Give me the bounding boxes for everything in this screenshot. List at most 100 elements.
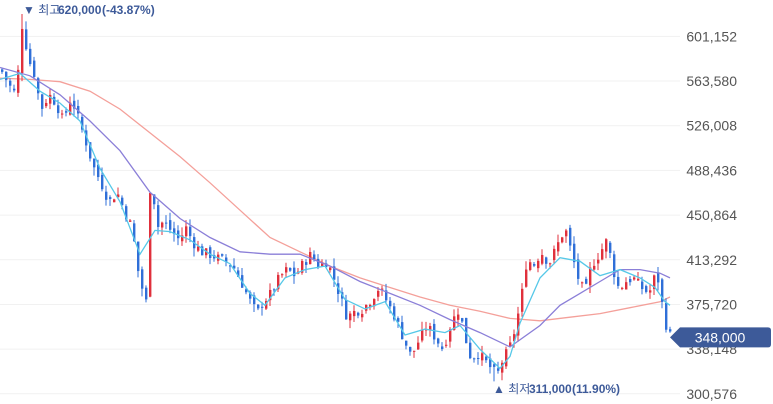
candle-body xyxy=(85,130,88,146)
candle-body xyxy=(461,318,464,322)
high-marker-pct: (-43.87%) xyxy=(102,3,155,17)
candle-body xyxy=(321,263,324,267)
candle-body xyxy=(621,287,624,289)
candle-body xyxy=(137,241,140,272)
ma60-path xyxy=(0,77,671,322)
candle-body xyxy=(377,290,380,297)
candle-body xyxy=(273,289,276,291)
candle-body xyxy=(605,239,608,252)
grid-lines xyxy=(0,35,680,395)
candle-body xyxy=(493,364,496,367)
ma5-path xyxy=(0,72,671,370)
candle-body xyxy=(553,248,556,261)
y-tick-label: 488,436 xyxy=(686,162,737,178)
candle-body xyxy=(509,342,512,346)
candle-body xyxy=(121,197,124,206)
candle-body xyxy=(405,340,408,346)
candle-body xyxy=(169,220,172,230)
candle-body xyxy=(105,191,108,200)
candle-body xyxy=(373,299,376,307)
current-price-badge: 348,000 xyxy=(670,327,771,348)
candle-body xyxy=(313,254,316,260)
y-tick-label: 375,720 xyxy=(686,296,737,312)
candle-body xyxy=(197,246,200,251)
candle-body xyxy=(129,220,132,222)
current-price-label: 348,000 xyxy=(695,329,746,345)
candle-body xyxy=(185,226,188,237)
candle-body xyxy=(293,267,296,277)
candle-body xyxy=(253,295,256,305)
candle-body xyxy=(249,292,252,299)
candle-body xyxy=(305,262,308,265)
candle-body xyxy=(61,113,64,115)
candle-body xyxy=(469,342,472,359)
candle-body xyxy=(229,265,232,267)
candle-body xyxy=(581,282,584,284)
candle-body xyxy=(369,305,372,308)
y-axis: 601,152 563,580 526,008 488,436 450,864 413,2… xyxy=(686,28,737,401)
candle-body xyxy=(133,223,136,241)
candle-body xyxy=(409,346,412,352)
candle-body xyxy=(569,227,572,246)
y-tick-label: 300,576 xyxy=(686,386,737,402)
candle-body xyxy=(153,194,156,205)
candle-body xyxy=(573,243,576,263)
candle-body xyxy=(81,116,84,130)
candle-body xyxy=(397,318,400,322)
candle-body xyxy=(65,111,68,113)
candle-body xyxy=(269,289,272,301)
candle-body xyxy=(17,69,20,93)
candle-body xyxy=(345,299,348,320)
candle-body xyxy=(33,60,36,77)
candle-body xyxy=(357,312,360,316)
candle-body xyxy=(89,142,92,159)
candle-body xyxy=(521,288,524,312)
candle-body xyxy=(117,194,120,198)
candle-body xyxy=(393,306,396,320)
candle-body xyxy=(661,279,664,302)
candle-body xyxy=(109,197,112,199)
candle-body xyxy=(441,346,444,350)
candle-body xyxy=(69,102,72,115)
candle-body xyxy=(529,262,532,270)
candle-body xyxy=(513,334,516,341)
candle-body xyxy=(541,254,544,264)
candle-body xyxy=(601,249,604,260)
candle-body xyxy=(157,205,160,227)
low-marker: ▲ 최저 311,000 (11.90%) xyxy=(493,382,620,396)
candle-body xyxy=(189,226,192,237)
candle-body xyxy=(481,353,484,361)
candlesticks xyxy=(1,13,672,382)
candle-body xyxy=(465,317,468,344)
candle-body xyxy=(361,313,364,318)
candle-body xyxy=(653,275,656,289)
candle-body xyxy=(5,71,8,81)
candle-body xyxy=(57,105,60,114)
candle-body xyxy=(557,242,560,252)
candle-body xyxy=(533,264,536,266)
ma20-line xyxy=(0,66,671,348)
candle-body xyxy=(277,274,280,290)
candle-body xyxy=(381,288,384,290)
candle-body xyxy=(645,286,648,292)
candle-body xyxy=(625,282,628,290)
candle-body xyxy=(53,96,56,105)
candle-body xyxy=(497,368,500,371)
candle-body xyxy=(49,94,52,104)
candle-body xyxy=(73,100,76,109)
candle-body xyxy=(9,80,12,86)
candle-body xyxy=(173,228,176,234)
candle-body xyxy=(265,301,268,309)
candle-body xyxy=(261,306,264,308)
candle-body xyxy=(237,270,240,277)
candle-body xyxy=(657,272,660,283)
candle-body xyxy=(317,258,320,268)
candle-body xyxy=(649,290,652,293)
ma60-line xyxy=(0,77,671,322)
high-marker-prefix: ▼ 최고 xyxy=(23,3,60,17)
high-marker: ▼ 최고 620,000 (-43.87%) xyxy=(23,3,155,17)
candle-body xyxy=(413,350,416,352)
candle-body xyxy=(13,88,16,91)
candle-body xyxy=(301,261,304,273)
candle-body xyxy=(501,362,504,373)
